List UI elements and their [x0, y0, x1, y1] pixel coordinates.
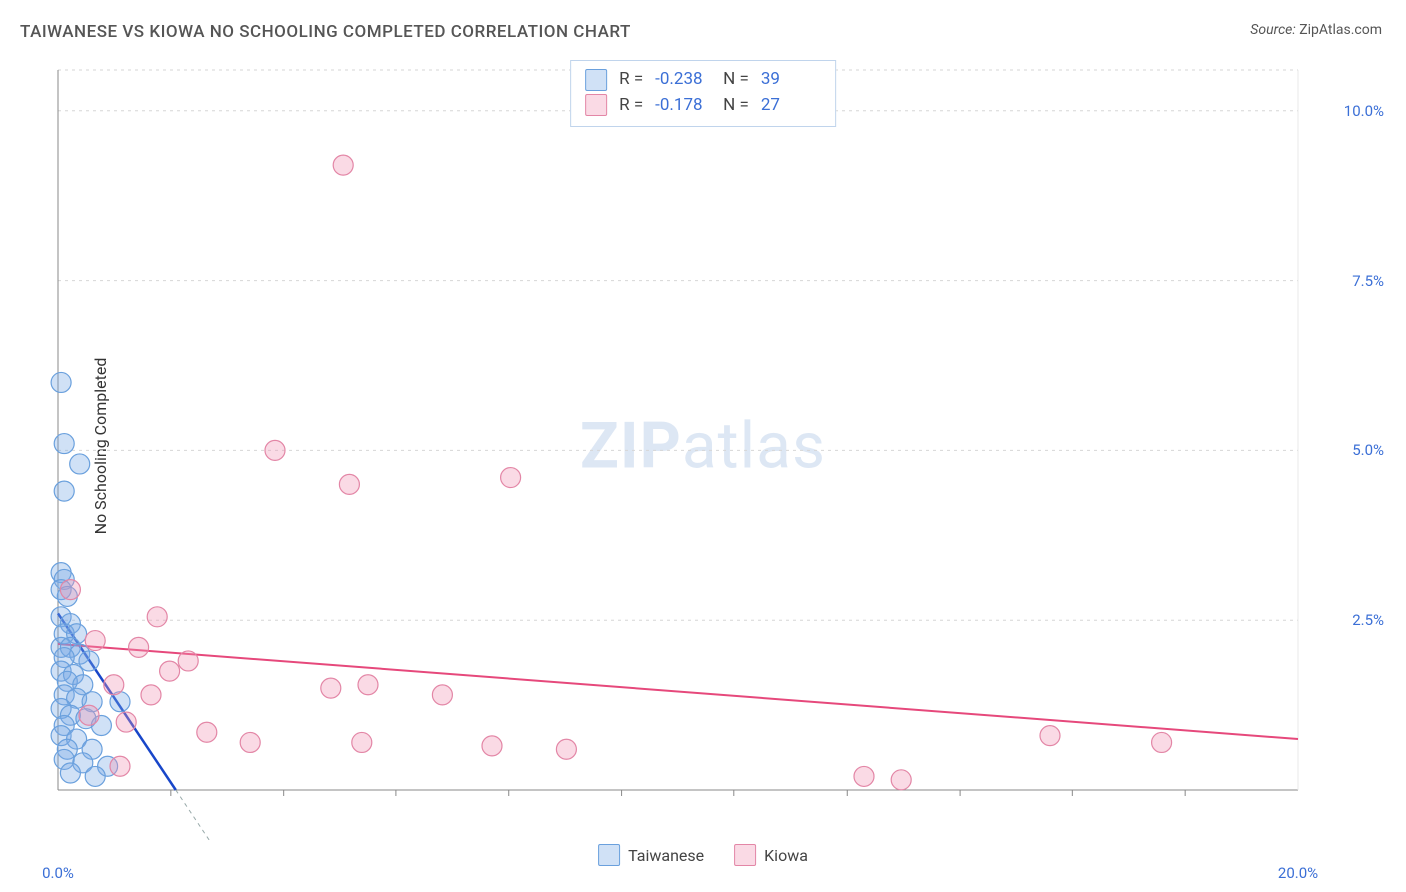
stats-row: R = -0.238 N = 39	[585, 67, 817, 93]
correlation-stats-box: R = -0.238 N = 39 R = -0.178 N = 27	[570, 60, 836, 127]
legend-label: Taiwanese	[628, 846, 704, 865]
r-value: -0.238	[655, 67, 711, 93]
chart-title: TAIWANESE VS KIOWA NO SCHOOLING COMPLETE…	[20, 22, 631, 42]
source-name: ZipAtlas.com	[1299, 22, 1382, 38]
series-swatch	[598, 844, 620, 866]
legend-item: Kiowa	[734, 844, 808, 866]
x-tick-label: 0.0%	[42, 864, 74, 882]
source-label: Source:	[1250, 22, 1295, 38]
legend-label: Kiowa	[764, 846, 808, 865]
scatter-plot	[48, 50, 1388, 840]
x-tick-label: 20.0%	[1278, 864, 1318, 882]
n-label: N =	[723, 67, 749, 93]
legend: Taiwanese Kiowa	[598, 844, 808, 866]
series-swatch	[734, 844, 756, 866]
y-tick-label: 7.5%	[1352, 272, 1384, 290]
series-swatch	[585, 69, 607, 91]
stats-row: R = -0.178 N = 27	[585, 93, 817, 119]
series-swatch	[585, 94, 607, 116]
n-label: N =	[723, 93, 749, 119]
y-tick-label: 10.0%	[1344, 102, 1384, 120]
legend-item: Taiwanese	[598, 844, 704, 866]
y-tick-label: 5.0%	[1352, 441, 1384, 459]
n-value: 27	[761, 93, 817, 119]
y-tick-label: 2.5%	[1352, 611, 1384, 629]
source-attribution: Source: ZipAtlas.com	[1250, 22, 1382, 38]
r-label: R =	[619, 67, 643, 93]
r-label: R =	[619, 93, 643, 119]
n-value: 39	[761, 67, 817, 93]
r-value: -0.178	[655, 93, 711, 119]
